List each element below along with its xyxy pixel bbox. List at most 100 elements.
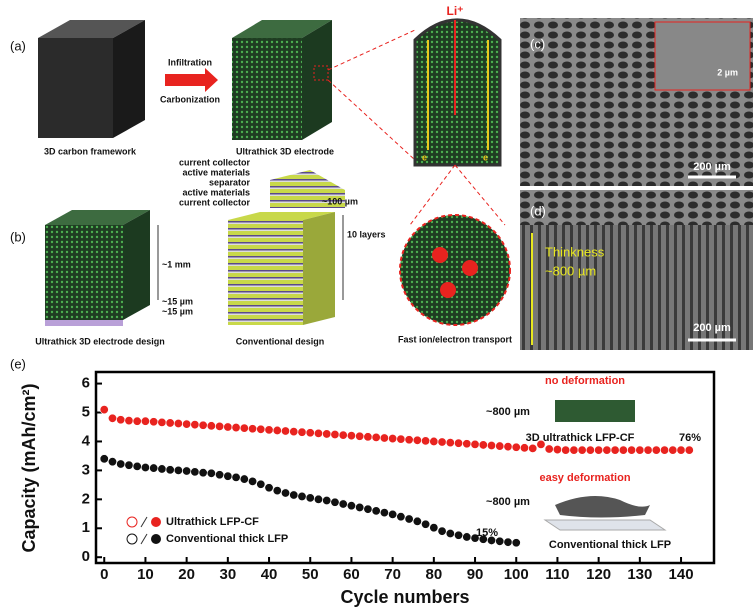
data-point bbox=[248, 476, 258, 486]
data-point bbox=[149, 417, 159, 427]
data-point bbox=[577, 445, 587, 455]
data-point bbox=[107, 457, 117, 467]
data-point bbox=[627, 445, 637, 455]
legend-separator bbox=[140, 516, 148, 528]
electrode-3d bbox=[232, 20, 332, 140]
data-point bbox=[198, 420, 208, 430]
data-point bbox=[107, 413, 117, 423]
data-point bbox=[651, 445, 661, 455]
data-point bbox=[264, 483, 274, 493]
data-point bbox=[412, 516, 422, 526]
dim-label: ~1 mm bbox=[162, 259, 191, 269]
sem-image bbox=[520, 190, 753, 225]
data-point bbox=[198, 468, 208, 478]
electrode-design bbox=[45, 210, 150, 326]
data-point bbox=[511, 538, 521, 548]
data-point bbox=[215, 470, 225, 480]
data-point bbox=[379, 433, 389, 443]
stack bbox=[228, 220, 303, 325]
carbon-framework bbox=[38, 20, 145, 138]
data-point bbox=[215, 421, 225, 431]
x-tick-label: 50 bbox=[302, 566, 319, 583]
layer-label: active materials bbox=[182, 187, 250, 197]
data-point bbox=[322, 495, 332, 505]
zoom-line bbox=[409, 164, 456, 226]
data-point bbox=[404, 514, 414, 524]
data-point bbox=[396, 434, 406, 444]
data-point bbox=[676, 445, 686, 455]
x-axis-title: Cycle numbers bbox=[340, 587, 469, 607]
layer-label: separator bbox=[209, 177, 251, 187]
data-point bbox=[371, 432, 381, 442]
panel-label: (e) bbox=[10, 356, 26, 371]
data-point bbox=[404, 435, 414, 445]
electron-label: e bbox=[483, 152, 488, 162]
data-point bbox=[140, 462, 150, 472]
data-point bbox=[140, 416, 150, 426]
data-point bbox=[462, 532, 472, 542]
data-point bbox=[660, 445, 670, 455]
data-point bbox=[519, 443, 529, 453]
data-point bbox=[445, 528, 455, 538]
data-point bbox=[157, 417, 167, 427]
data-point bbox=[124, 460, 134, 470]
dim-label: ~15 µm bbox=[162, 296, 193, 306]
data-point bbox=[173, 419, 183, 429]
data-point bbox=[503, 537, 513, 547]
zoom-line bbox=[327, 79, 416, 161]
x-tick-label: 0 bbox=[100, 566, 108, 583]
data-point bbox=[371, 506, 381, 516]
x-tick-label: 60 bbox=[343, 566, 360, 583]
data-point bbox=[256, 424, 266, 434]
annotation: 15% bbox=[476, 527, 498, 539]
layer-sheet bbox=[270, 170, 345, 208]
scale-label: 200 µm bbox=[693, 322, 731, 334]
plot-frame bbox=[94, 370, 716, 565]
panel-label: (b) bbox=[10, 229, 26, 244]
caption: Ultrathick 3D electrode bbox=[236, 146, 334, 156]
data-point bbox=[635, 445, 645, 455]
legend-label: Ultrathick LFP-CF bbox=[166, 516, 259, 528]
data-point bbox=[206, 421, 216, 431]
data-point bbox=[379, 508, 389, 518]
layer-label: active materials bbox=[182, 167, 250, 177]
dim-label: 10 layers bbox=[347, 229, 386, 239]
data-point bbox=[454, 438, 464, 448]
annotation: ~800 µm bbox=[486, 496, 530, 508]
data-point bbox=[338, 499, 348, 509]
ion bbox=[440, 282, 456, 298]
data-point bbox=[470, 439, 480, 449]
panel-label: (c) bbox=[530, 36, 545, 51]
data-point bbox=[173, 465, 183, 475]
x-tick-label: 80 bbox=[425, 566, 442, 583]
data-point bbox=[684, 445, 694, 455]
data-point bbox=[668, 445, 678, 455]
zoom-line bbox=[327, 29, 416, 71]
scale-label: 200 µm bbox=[693, 161, 731, 173]
ion bbox=[432, 247, 448, 263]
y-tick-label: 4 bbox=[82, 432, 91, 449]
data-point bbox=[346, 501, 356, 511]
data-point bbox=[313, 494, 323, 504]
electrode-block bbox=[555, 400, 635, 422]
data-point bbox=[256, 479, 266, 489]
y-tick-label: 3 bbox=[82, 461, 90, 478]
data-point bbox=[330, 430, 340, 440]
data-point bbox=[149, 463, 159, 473]
x-tick-label: 100 bbox=[504, 566, 529, 583]
data-point bbox=[552, 445, 562, 455]
legend-marker bbox=[151, 534, 161, 544]
data-point bbox=[272, 425, 282, 435]
data-point bbox=[116, 459, 126, 469]
data-point bbox=[454, 530, 464, 540]
arrow-label: Carbonization bbox=[160, 94, 220, 104]
x-tick-label: 120 bbox=[586, 566, 611, 583]
arrow bbox=[165, 68, 218, 92]
data-point bbox=[281, 488, 291, 498]
data-point bbox=[297, 491, 307, 501]
ion bbox=[462, 260, 478, 276]
annotation: 76% bbox=[679, 432, 701, 444]
data-point bbox=[561, 445, 571, 455]
